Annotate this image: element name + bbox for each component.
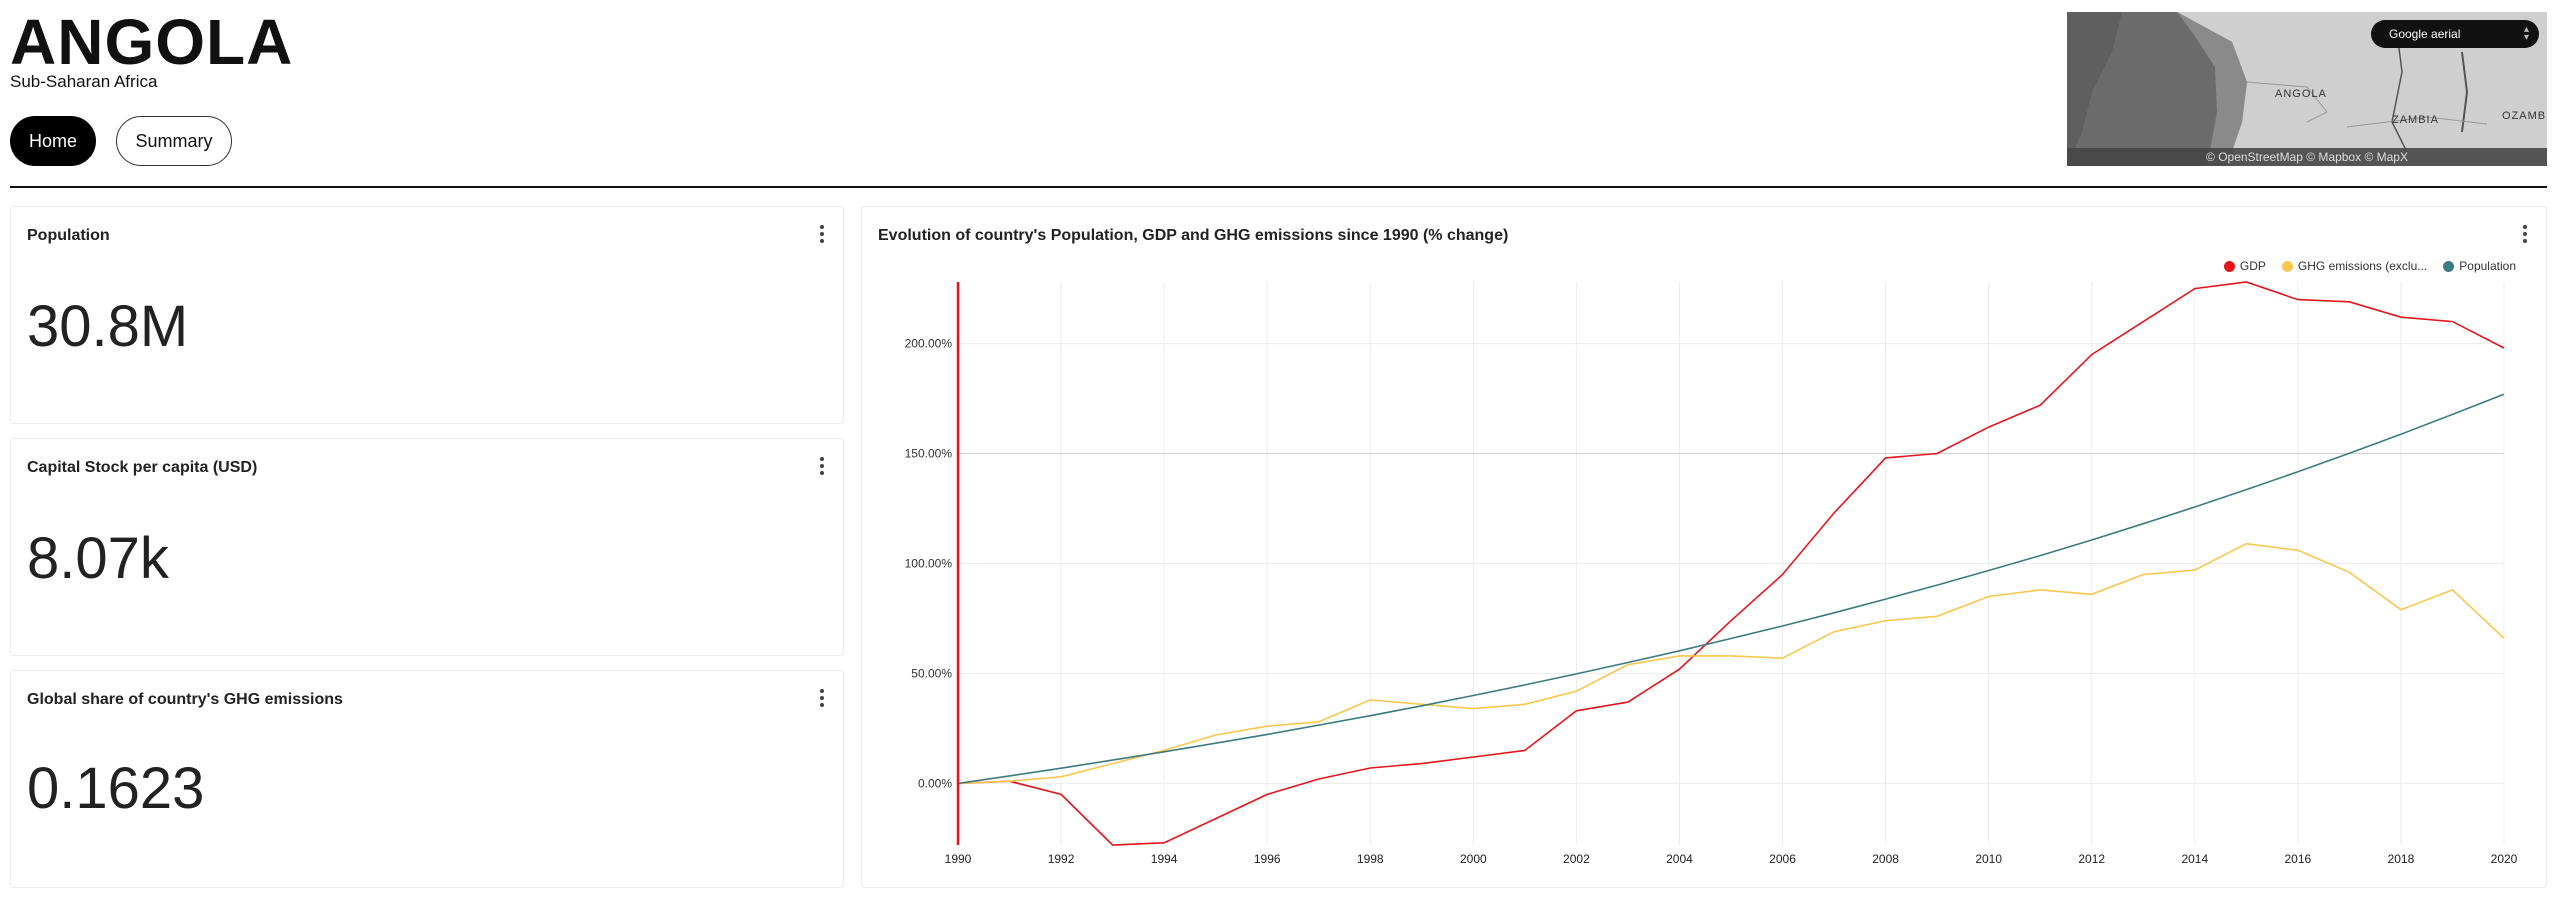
x-tick-label: 2008 (1872, 852, 1899, 866)
map-attribution: © OpenStreetMap © Mapbox © MapX (2067, 148, 2547, 166)
x-tick-label: 1990 (945, 852, 972, 866)
kpi-card-population: Population 30.8M (10, 206, 844, 424)
series-line-gdp (957, 281, 2505, 846)
summary-tab-button[interactable]: Summary (116, 116, 232, 166)
card-menu-icon[interactable] (819, 689, 825, 709)
x-tick-label: 1998 (1357, 852, 1384, 866)
legend-dot-icon (2281, 260, 2293, 272)
x-tick-label: 2004 (1666, 852, 1693, 866)
kpi-card-capital-stock: Capital Stock per capita (USD) 8.07k (10, 438, 844, 656)
header-divider (10, 186, 2547, 188)
x-tick-label: 2016 (2285, 852, 2312, 866)
y-tick-label: 200.00% (905, 337, 953, 351)
kpi-card-title: Population (27, 227, 110, 244)
x-tick-label: 2012 (2078, 852, 2105, 866)
map-label-zambia: ZAMBIA (2392, 114, 2439, 126)
map-label-mozambique: OZAMBI (2502, 110, 2547, 122)
kpi-value: 0.1623 (27, 756, 205, 821)
map-layer-select-value: Google aerial (2389, 27, 2461, 41)
legend-item[interactable]: Population (2443, 259, 2516, 273)
line-chart: 0.00% 50.00% 100.00% 150.00% 200.00% 1990 1992… (905, 281, 2518, 866)
select-arrows-icon: ▴ ▾ (2523, 24, 2529, 43)
chart-legend: GDP GHG emissions (exclu... Population (2223, 259, 2516, 273)
card-menu-icon[interactable] (819, 457, 825, 477)
series-line-population (957, 393, 2505, 785)
x-tick-label: 2000 (1460, 852, 1487, 866)
map-label-angola: ANGOLA (2275, 88, 2327, 100)
legend-label: GDP (2239, 259, 2266, 273)
legend-item[interactable]: GDP (2223, 259, 2266, 273)
home-tab-button[interactable]: Home (10, 116, 96, 166)
x-tick-label: 2010 (1975, 852, 2002, 866)
chart-title: Evolution of country's Population, GDP a… (878, 227, 1509, 244)
x-tick-label: 2018 (2388, 852, 2415, 866)
card-menu-icon[interactable] (819, 225, 825, 245)
x-tick-label: 1996 (1254, 852, 1281, 866)
legend-item[interactable]: GHG emissions (exclu... (2281, 259, 2428, 273)
country-title: ANGOLA (10, 6, 294, 78)
evolution-chart-card: Evolution of country's Population, GDP a… (861, 206, 2547, 888)
y-tick-label: 50.00% (911, 666, 952, 680)
kpi-value: 8.07k (27, 526, 169, 591)
x-tick-label: 2014 (2181, 852, 2208, 866)
x-tick-label: 2020 (2491, 852, 2518, 866)
map-layer-select[interactable]: Google aerial ▴ ▾ (2371, 20, 2539, 48)
kpi-card-title: Capital Stock per capita (USD) (27, 459, 258, 476)
x-tick-label: 1994 (1151, 852, 1178, 866)
x-tick-label: 2002 (1563, 852, 1590, 866)
kpi-card-ghg-share: Global share of country's GHG emissions … (10, 670, 844, 888)
card-menu-icon[interactable] (2522, 225, 2528, 245)
series-line-ghg (957, 542, 2505, 785)
y-tick-label: 0.00% (918, 776, 952, 790)
legend-label: Population (2459, 259, 2516, 273)
legend-dot-icon (2443, 260, 2455, 272)
kpi-value: 30.8M (27, 294, 189, 359)
y-tick-label: 150.00% (905, 447, 953, 461)
legend-label: GHG emissions (exclu... (2297, 259, 2428, 273)
kpi-card-title: Global share of country's GHG emissions (27, 691, 343, 708)
legend-dot-icon (2223, 260, 2235, 272)
region-subtitle: Sub-Saharan Africa (10, 72, 158, 91)
y-tick-label: 100.00% (905, 557, 953, 571)
x-tick-label: 2006 (1769, 852, 1796, 866)
location-map[interactable]: ANGOLA ZAMBIA OZAMBI Google aerial ▴ ▾ © … (2067, 12, 2547, 166)
x-tick-label: 1992 (1048, 852, 1075, 866)
